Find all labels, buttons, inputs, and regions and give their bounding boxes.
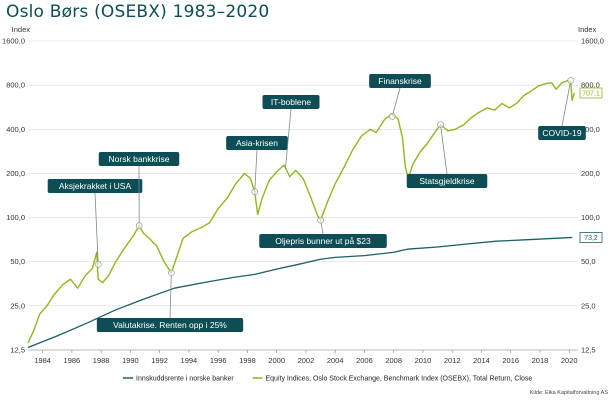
- y-tick-label-left: 50,0: [10, 257, 25, 266]
- annotation-marker: [135, 222, 143, 230]
- x-tick-label: 1988: [93, 356, 110, 365]
- annotation-layer: Aksjekrakket i USA Norsk bankkrise Valutak…: [47, 74, 586, 332]
- annotation-box: [538, 126, 586, 140]
- x-tick-label: 2010: [415, 356, 432, 365]
- annotation-label: Oljepris bunner ut på $23: [275, 236, 371, 246]
- x-tick-label: 1996: [210, 356, 227, 365]
- x-tick-label: 2020: [561, 356, 578, 365]
- x-tick-label: 2002: [298, 356, 315, 365]
- annotation-box: [262, 95, 320, 109]
- legend-label: Innskuddsrente i norske banker: [136, 376, 234, 383]
- x-tick-label: 1990: [122, 356, 139, 365]
- series-end-label: 73,2: [584, 235, 598, 242]
- y-tick-label-left: 800,0: [6, 81, 25, 90]
- x-tick-label: 2006: [356, 356, 373, 365]
- series-end-label: 707,1: [582, 91, 600, 98]
- annotation-connector: [561, 80, 572, 127]
- y-tick-label-left: 25,0: [10, 301, 25, 310]
- annotation-marker: [317, 216, 324, 224]
- annotation-label: Asia-krisen: [236, 138, 278, 148]
- y-tick-label-left: 100,0: [6, 213, 25, 222]
- axis-layer: 12,5 12,5 25,0 25,0 50,0 50,0 100,0 100,0 200,0 2…: [2, 37, 604, 366]
- y-tick-label-right: 800,0: [581, 81, 600, 90]
- y-tick-label-left: 1600,0: [2, 37, 25, 46]
- annotation-connector: [254, 149, 258, 192]
- y-tick-label-left: 400,0: [6, 125, 25, 134]
- series-line-deposit-rate: [27, 236, 573, 349]
- grid-layer: [28, 40, 578, 351]
- y-tick-label-right: 200,0: [581, 169, 600, 178]
- x-tick-label: 2018: [532, 356, 549, 365]
- x-tick-label: 1986: [64, 356, 81, 365]
- annotation-box: [226, 136, 288, 150]
- annotation-label: COVID-19: [542, 128, 581, 138]
- annotation-marker: [437, 121, 444, 129]
- annotation-connector: [391, 87, 401, 117]
- annotation-connector: [94, 192, 99, 265]
- annotation-connector: [169, 272, 172, 319]
- series-line-osebx: [27, 79, 576, 344]
- y-tick-label-right: 12,5: [581, 346, 596, 355]
- legend-layer: Innskuddsrente i norske banker Equity Ind…: [123, 376, 532, 383]
- annotation-label: Statsgjeldkrise: [419, 176, 475, 186]
- series-end-label-box: [579, 232, 603, 243]
- series-layer: 73,2 707,1: [27, 79, 603, 349]
- x-tick-label: 2000: [268, 356, 285, 365]
- annotation-label: Aksjekrakket i USA: [59, 181, 132, 191]
- y-tick-label-right: 100,0: [581, 213, 600, 222]
- annotation-box: [98, 152, 180, 166]
- annotation-connector: [440, 124, 448, 175]
- annotation-marker: [388, 113, 396, 120]
- y-tick-label-left: 12,5: [10, 346, 25, 355]
- x-tick-label: 2004: [327, 356, 344, 365]
- annotation-label: Finanskrise: [378, 76, 422, 86]
- y-axis-label-right: Index: [578, 25, 597, 34]
- y-tick-label-right: 25,0: [581, 301, 596, 310]
- annotation-box: [369, 74, 431, 88]
- annotation-label: IT-boblene: [271, 97, 311, 107]
- x-tick-label: 1992: [151, 356, 168, 365]
- y-tick-label-right: 1600,0: [581, 37, 604, 46]
- y-axis-label-left: Index: [12, 25, 31, 34]
- annotation-box: [259, 234, 387, 248]
- y-tick-label-left: 200,0: [6, 169, 25, 178]
- x-tick-label: 1984: [34, 356, 51, 365]
- annotation-box: [47, 179, 143, 193]
- annotation-label: Norsk bankkrise: [109, 154, 170, 164]
- x-tick-label: 2012: [444, 356, 461, 365]
- annotation-label: Valutakrise. Renten opp i 25%: [113, 320, 227, 330]
- annotation-connector: [285, 108, 292, 169]
- x-tick-label: 2008: [385, 356, 402, 365]
- legend-label: Equity Indices, Oslo Stock Exchange, Ben…: [266, 376, 533, 383]
- x-tick-label: 2016: [502, 356, 519, 365]
- source-note: Kilde: Eika Kapitalforvaltning AS: [530, 390, 609, 396]
- annotation-marker: [168, 269, 175, 277]
- annotation-marker: [94, 260, 102, 268]
- annotation-box: [96, 318, 244, 332]
- series-end-label-box: [579, 87, 603, 99]
- chart-title: Oslo Børs (OSEBX) 1983–2020: [6, 2, 270, 22]
- y-tick-label-right: 50,0: [581, 257, 596, 266]
- y-tick-label-right: 400,0: [581, 125, 600, 134]
- x-tick-label: 1994: [181, 356, 198, 365]
- x-tick-label: 2014: [473, 356, 490, 365]
- x-tick-label: 1998: [239, 356, 256, 365]
- annotation-box: [406, 174, 488, 188]
- annotation-marker: [567, 77, 575, 84]
- annotation-marker: [251, 188, 259, 196]
